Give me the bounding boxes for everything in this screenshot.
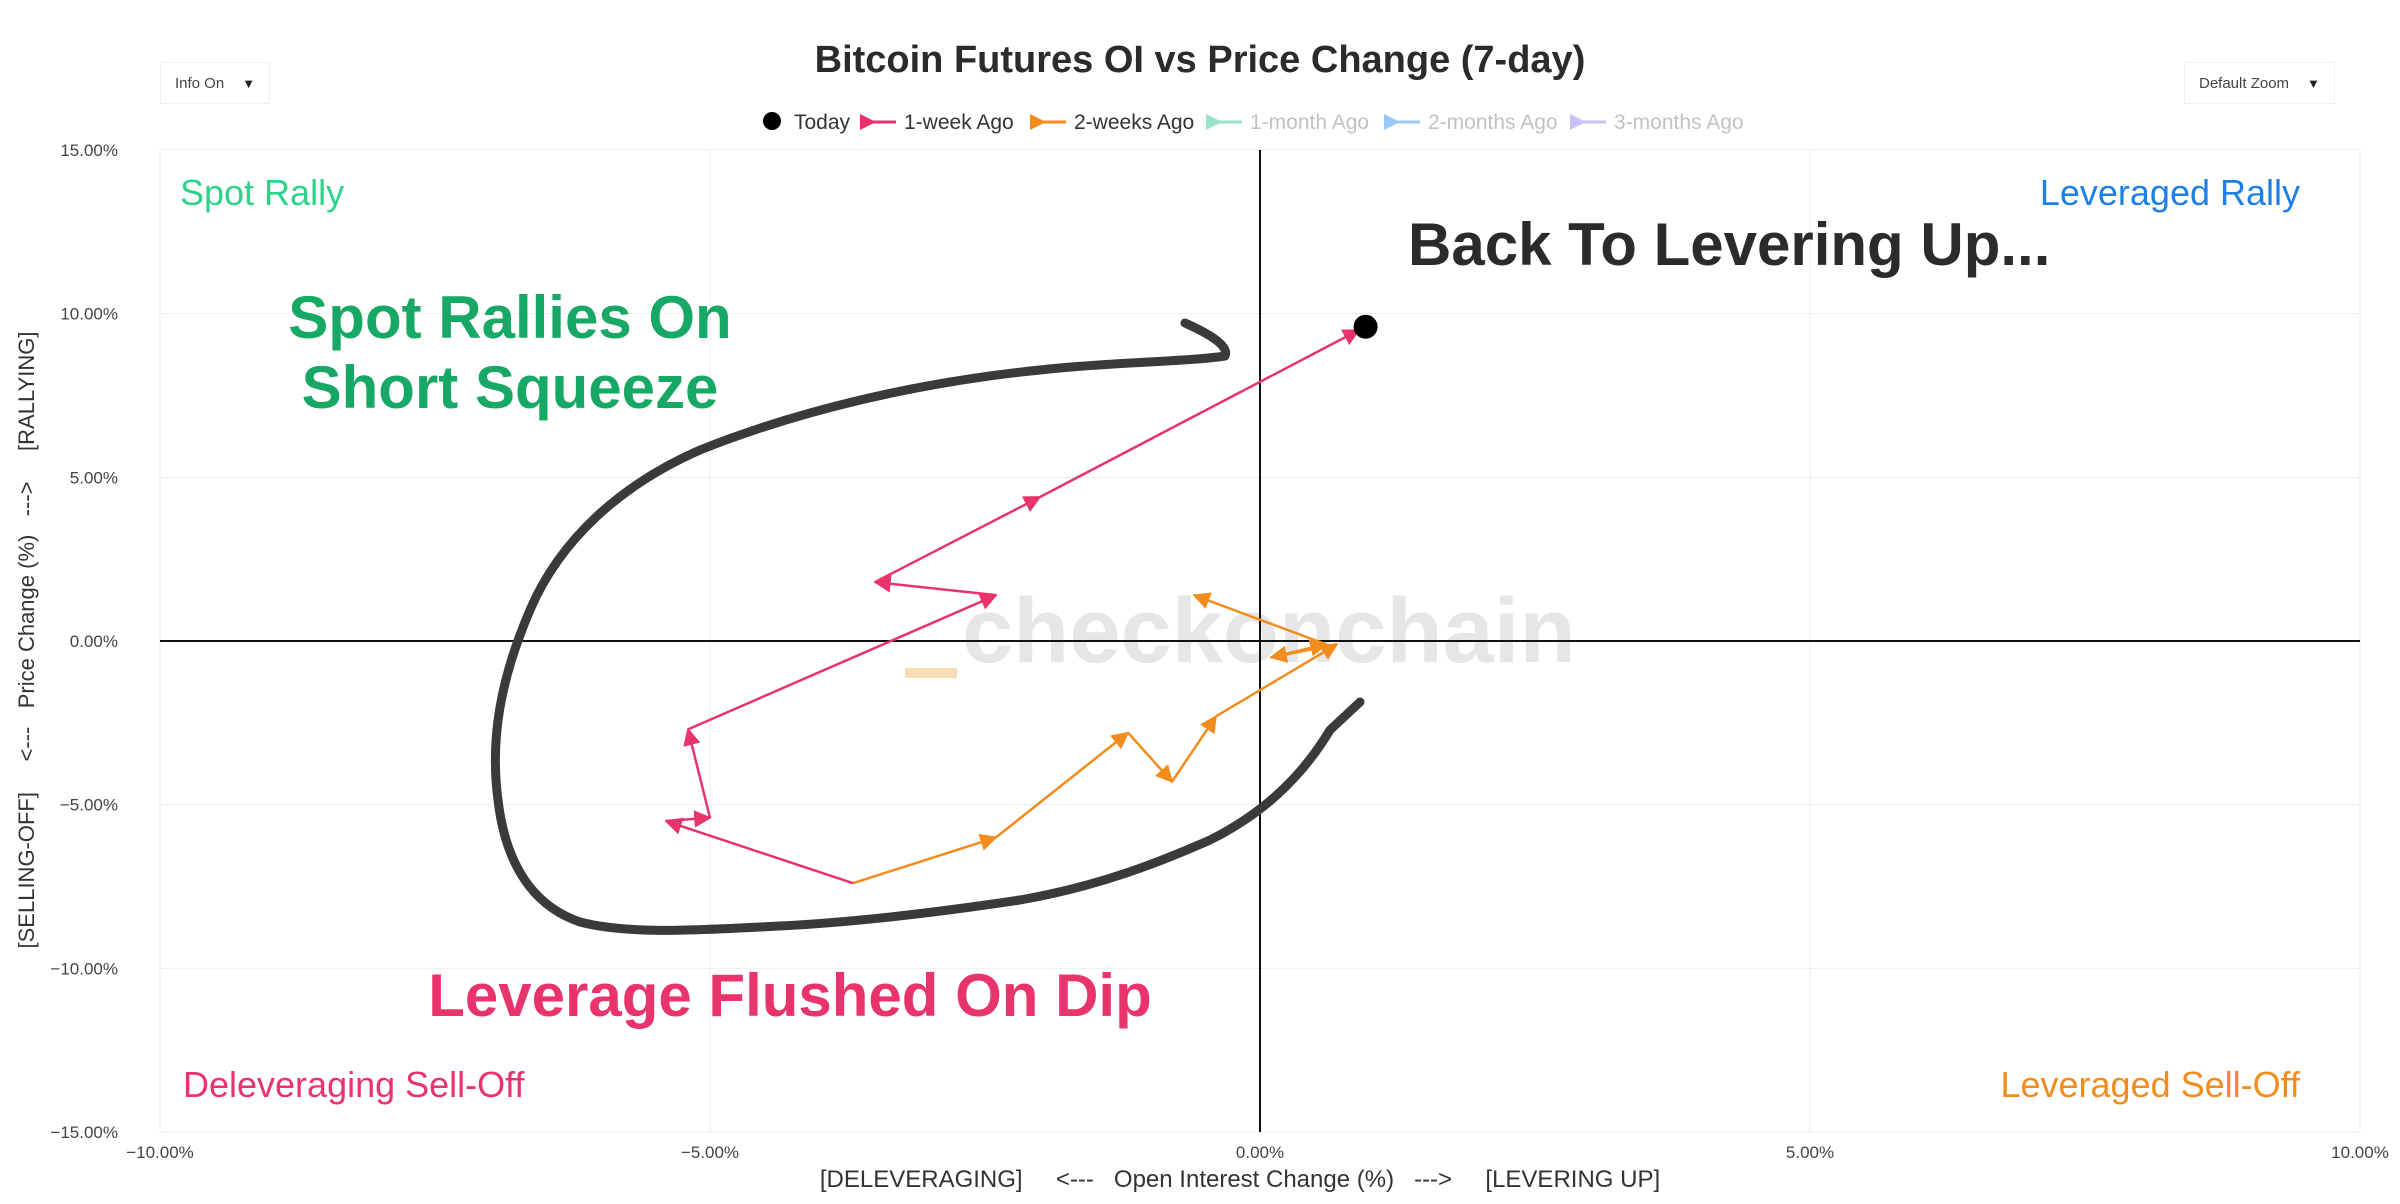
watermark: checkonchain [905, 580, 1576, 682]
zoom-dropdown[interactable]: Default Zoom ▼ [2184, 62, 2335, 104]
segment-1-week-ago[interactable] [1039, 328, 1361, 499]
y-tick-label: −10.00% [50, 959, 118, 978]
chart-title: Bitcoin Futures OI vs Price Change (7-da… [815, 39, 1586, 81]
quadrant-label-deleveraging-sell-off: Deleveraging Sell-Off [183, 1064, 526, 1105]
legend-label: 1-month Ago [1250, 111, 1369, 134]
y-tick-label: 10.00% [60, 305, 118, 324]
x-tick-label: −10.00% [126, 1143, 194, 1162]
legend-arrow-icon [1030, 114, 1046, 130]
legend-label: 2-weeks Ago [1074, 111, 1194, 134]
legend-item[interactable]: 1-week Ago [860, 111, 1014, 134]
zoom-label: Default Zoom [2199, 74, 2290, 92]
segment-1-week-ago[interactable] [873, 575, 997, 597]
chevron-down-icon: ▼ [2307, 75, 2320, 91]
x-tick-label: 5.00% [1786, 1143, 1834, 1162]
y-tick-label: −15.00% [50, 1123, 118, 1142]
annotation-spot-rallies-line2: Short Squeeze [302, 354, 719, 421]
legend-arrow-icon [1206, 114, 1222, 130]
watermark-text: checkonchain [962, 580, 1576, 682]
axes [160, 150, 2360, 1132]
segment-1-week-ago[interactable] [874, 495, 1042, 584]
legend-item[interactable]: 2-weeks Ago [1030, 111, 1194, 134]
x-tick-label: 0.00% [1236, 1143, 1284, 1162]
segment-1-week-ago[interactable] [683, 727, 712, 819]
annotation-leverage-flushed: Leverage Flushed On Dip [428, 962, 1152, 1029]
legend-item[interactable]: 3-months Ago [1570, 111, 1744, 134]
legend-label: 1-week Ago [904, 111, 1014, 134]
legend-item[interactable]: Today [763, 111, 851, 134]
legend-item[interactable]: 2-months Ago [1384, 111, 1558, 134]
segment-1-week-ago[interactable] [664, 817, 854, 885]
legend-arrow-icon [1570, 114, 1586, 130]
segment-2-weeks-ago[interactable] [852, 833, 998, 885]
segment-2-weeks-ago[interactable] [1192, 592, 1327, 646]
legend-label: Today [794, 111, 851, 134]
annotation-back-to-levering-up: Back To Levering Up... [1408, 211, 2050, 278]
quadrant-label-leveraged-sell-off: Leveraged Sell-Off [2000, 1064, 2301, 1105]
legend-label: 2-months Ago [1428, 111, 1558, 134]
point-today[interactable] [1353, 314, 1378, 339]
y-tick-label: 15.00% [60, 141, 118, 160]
info-toggle-label: Info On [175, 74, 225, 92]
segment-2-weeks-ago[interactable] [995, 731, 1130, 839]
segment-1-week-ago[interactable] [665, 810, 712, 828]
info-toggle-dropdown[interactable]: Info On ▼ [160, 62, 271, 104]
y-axis-title: [SELLING-OFF] <--- Price Change (%) --->… [14, 332, 39, 949]
legend-item[interactable]: 1-month Ago [1206, 111, 1369, 134]
y-tick-label: 0.00% [70, 632, 118, 651]
segment-1-week-ago[interactable] [687, 593, 998, 731]
quadrant-label-spot-rally: Spot Rally [180, 172, 344, 213]
legend-arrow-icon [860, 114, 876, 130]
quadrant-label-leveraged-rally: Leveraged Rally [2040, 172, 2300, 213]
series [664, 314, 1378, 885]
legend: Today 1-week Ago 2-weeks Ago 1-month Ago 2-m… [763, 111, 1744, 134]
legend-label: 3-months Ago [1614, 111, 1744, 134]
segment-2-weeks-ago[interactable] [1127, 731, 1174, 784]
annotation-spot-rallies-line1: Spot Rallies On [288, 284, 731, 351]
x-axis-title: [DELEVERAGING] <--- Open Interest Change… [820, 1166, 1660, 1193]
segment-2-weeks-ago[interactable] [1170, 714, 1218, 783]
segment-2-weeks-ago[interactable] [1270, 639, 1328, 659]
y-tick-label: −5.00% [60, 796, 118, 815]
x-tick-label: −5.00% [681, 1143, 739, 1162]
legend-arrow-icon [1384, 114, 1400, 130]
y-tick-label: 5.00% [70, 468, 118, 487]
x-tick-label: 10.00% [2331, 1143, 2389, 1162]
chevron-down-icon: ▼ [242, 75, 256, 91]
legend-dot-icon [763, 112, 781, 130]
watermark-underscore [905, 668, 957, 678]
hand-drawn-loop [490, 318, 1365, 935]
